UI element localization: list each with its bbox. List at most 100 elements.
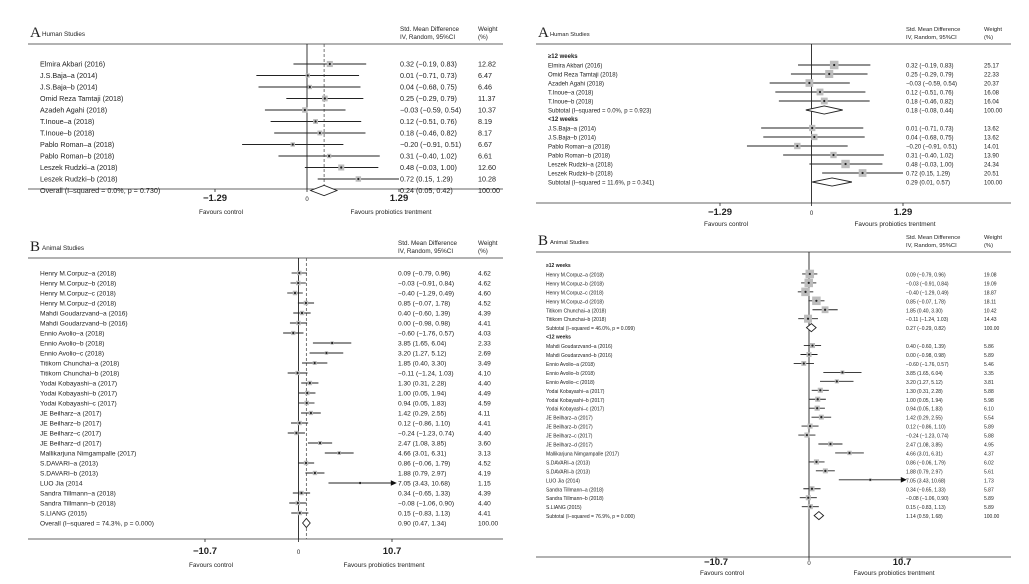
effect-size-value: 1.30 (0.31, 2.28) bbox=[398, 381, 446, 388]
point-estimate bbox=[297, 321, 300, 325]
point-estimate bbox=[823, 99, 826, 103]
panel-title: Human Studies bbox=[42, 31, 85, 38]
point-estimate bbox=[809, 505, 812, 508]
effect-size-value: 0.32 (−0.19, 0.83) bbox=[400, 60, 457, 69]
effect-size-value: 3.85 (1.65, 6.04) bbox=[398, 341, 446, 348]
effect-size-value: 1.42 (0.29, 2.55) bbox=[906, 416, 943, 422]
weight-value: 6.67 bbox=[478, 140, 492, 149]
weight-value: 10.37 bbox=[478, 106, 496, 115]
point-estimate bbox=[811, 126, 814, 130]
point-estimate bbox=[844, 162, 847, 166]
effect-size-value: 0.00 (−0.98, 0.98) bbox=[398, 321, 450, 328]
study-label: Pablo Roman–b (2018) bbox=[40, 152, 114, 161]
point-estimate bbox=[296, 501, 299, 505]
tick-label: 0 bbox=[807, 561, 811, 567]
subgroup-label: ≥12 weeks bbox=[546, 263, 571, 269]
forest-panel: B Animal Studies Std. Mean Difference IV, R… bbox=[536, 233, 1011, 577]
effect-size-value: 0.72 (0.15, 1.29) bbox=[400, 175, 453, 184]
point-estimate bbox=[828, 72, 831, 76]
weight-value: 100.00 bbox=[984, 109, 1003, 115]
study-label: Mahdi Goudarzvand–b (2016) bbox=[546, 353, 613, 359]
point-estimate bbox=[306, 74, 309, 77]
study-label: Elmira Akbari (2016) bbox=[40, 60, 105, 69]
study-label: Yodai Kobayashi–b (2017) bbox=[546, 398, 605, 404]
point-estimate bbox=[802, 362, 805, 365]
study-label: Sandra Tillmann–a (2018) bbox=[40, 491, 116, 498]
effect-size-value: 0.27 (−0.29, 0.82) bbox=[906, 326, 946, 332]
tick-label: −1.29 bbox=[708, 207, 732, 218]
weight-value: 6.61 bbox=[478, 152, 492, 161]
summary-label: Subtotal (I–squared = 0.0%, p = 0.923) bbox=[548, 109, 651, 115]
effect-size-value: 1.85 (0.40, 3.30) bbox=[906, 308, 943, 314]
weight-value: 4.40 bbox=[478, 501, 491, 508]
point-estimate bbox=[805, 433, 809, 437]
point-estimate bbox=[296, 371, 299, 375]
weight-value: 8.17 bbox=[478, 129, 492, 138]
weight-value: 16.08 bbox=[984, 91, 1000, 97]
effect-size-value: 0.40 (−0.60, 1.39) bbox=[906, 344, 946, 350]
weight-value: 10.28 bbox=[478, 175, 496, 184]
point-estimate bbox=[357, 177, 360, 181]
study-label: Leszek Rudzki–b (2018) bbox=[40, 175, 118, 184]
effect-size-value: −0.24 (−1.23, 0.74) bbox=[398, 431, 454, 438]
point-estimate bbox=[810, 487, 814, 490]
weight-value: 4.03 bbox=[478, 331, 491, 338]
effect-size-value: 0.18 (−0.08, 0.44) bbox=[906, 109, 954, 115]
study-label: S.LIANG (2015) bbox=[40, 511, 87, 518]
favours-left-label: Favours control bbox=[700, 570, 744, 577]
point-estimate bbox=[806, 317, 810, 320]
study-label: Mallikarjuna Nimgampalle (2017) bbox=[40, 451, 136, 458]
point-estimate bbox=[308, 85, 311, 89]
weight-value: 5.89 bbox=[984, 425, 994, 431]
weight-column-subheader: (%) bbox=[984, 35, 993, 41]
study-label: Henry M.Corpuz–a (2018) bbox=[546, 272, 604, 278]
weight-value: 3.13 bbox=[478, 451, 491, 458]
point-estimate bbox=[338, 451, 341, 455]
forest-panel: A Human Studies Std. Mean Difference IV, Ra… bbox=[536, 25, 1011, 228]
effect-size-value: 0.24 (0.05, 0.42) bbox=[400, 186, 453, 195]
point-estimate bbox=[811, 344, 814, 347]
tick-label: −10.7 bbox=[193, 546, 217, 557]
effect-size-value: 3.20 (1.27, 5.12) bbox=[398, 351, 446, 358]
study-label: LUO Jia (2014) bbox=[546, 478, 580, 484]
study-label: Yodai Kobayashi–a (2017) bbox=[40, 381, 117, 388]
effect-size-value: 0.85 (−0.07, 1.78) bbox=[906, 299, 946, 305]
point-estimate bbox=[305, 401, 308, 405]
point-estimate bbox=[303, 108, 306, 112]
favours-left-label: Favours control bbox=[189, 562, 233, 569]
weight-value: 6.47 bbox=[478, 71, 492, 80]
weight-value: 18.11 bbox=[984, 299, 996, 305]
point-estimate bbox=[318, 441, 322, 445]
weight-value: 1.73 bbox=[984, 478, 994, 484]
weight-value: 4.41 bbox=[478, 421, 491, 428]
study-label: T.Inoue–a (2018) bbox=[40, 117, 94, 126]
study-label: Sandra Tillmann–a (2018) bbox=[546, 487, 604, 493]
weight-value: 4.10 bbox=[478, 371, 491, 378]
weight-value: 5.89 bbox=[984, 353, 994, 359]
study-label: Titikorn Chunchai–a (2018) bbox=[546, 308, 606, 314]
study-label: Leszek Rudzki–b (2018) bbox=[548, 172, 613, 178]
weight-value: 6.02 bbox=[984, 460, 994, 466]
effect-size-value: 0.09 (−0.79, 0.96) bbox=[906, 272, 946, 278]
weight-value: 100.00 bbox=[984, 326, 1000, 332]
effect-size-value: 0.12 (−0.86, 1.10) bbox=[906, 425, 946, 431]
study-label: JE Beilharz–b (2017) bbox=[40, 421, 102, 428]
effect-size-value: 4.66 (3.01, 6.31) bbox=[906, 451, 943, 457]
weight-column-subheader: (%) bbox=[478, 34, 488, 41]
weight-value: 18.87 bbox=[984, 290, 997, 296]
point-estimate bbox=[835, 380, 838, 383]
study-label: Henry M.Corpuz–b (2018) bbox=[40, 281, 116, 288]
point-estimate bbox=[829, 442, 832, 446]
point-estimate bbox=[308, 381, 311, 385]
weight-value: 4.59 bbox=[478, 401, 491, 408]
study-label: Mahdi Goudarzvand–b (2016) bbox=[40, 321, 128, 328]
effect-size-value: 1.88 (0.79, 2.97) bbox=[398, 471, 446, 478]
favours-right-label: Favours probiotics trentment bbox=[854, 570, 935, 577]
point-estimate bbox=[833, 63, 836, 67]
weight-value: 100.00 bbox=[478, 186, 500, 195]
effect-size-value: −0.11 (−1.24, 1.03) bbox=[398, 371, 454, 378]
study-label: Yodai Kobayashi–c (2017) bbox=[546, 407, 605, 413]
point-estimate bbox=[804, 290, 807, 293]
favours-left-label: Favours control bbox=[704, 221, 748, 228]
point-estimate bbox=[331, 341, 334, 345]
